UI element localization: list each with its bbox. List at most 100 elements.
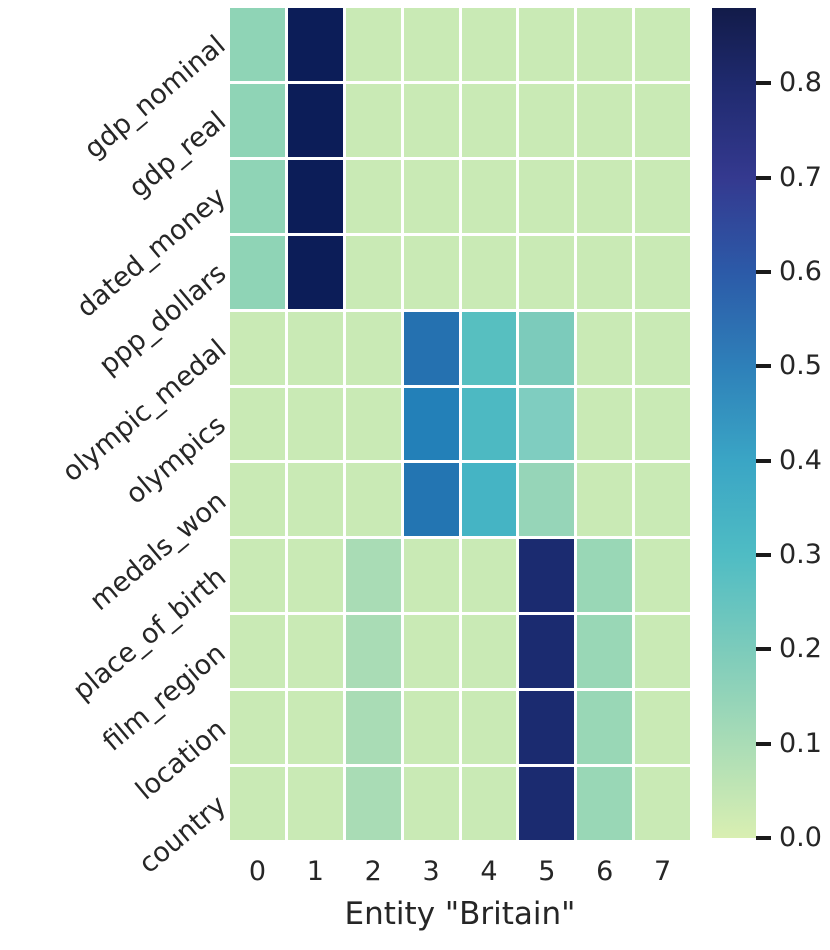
- heatmap-cell: [287, 235, 343, 309]
- heatmap-cell: [345, 235, 401, 309]
- heatmap-cell: [635, 463, 690, 537]
- heatmap-cell: [287, 159, 343, 233]
- heatmap-cell: [230, 615, 285, 689]
- heatmap-cell: [577, 83, 633, 157]
- heatmap-cell: [403, 159, 459, 233]
- colorbar-tick-label: 0.1: [779, 727, 822, 759]
- heatmap-cell: [577, 463, 633, 537]
- heatmap-cell: [461, 8, 517, 81]
- heatmap-cell: [230, 539, 285, 613]
- colorbar-tick-label: 0.7: [779, 161, 822, 193]
- heatmap-cell: [461, 615, 517, 689]
- heatmap-cell: [635, 691, 690, 765]
- heatmap-cell: [577, 691, 633, 765]
- x-tick-label: 7: [653, 856, 672, 887]
- colorbar-tick-mark: [756, 836, 771, 840]
- heatmap-cell: [461, 767, 517, 840]
- heatmap-cell: [635, 83, 690, 157]
- heatmap-cell: [230, 8, 285, 81]
- heatmap-cell: [230, 83, 285, 157]
- heatmap-cell: [519, 311, 575, 385]
- heatmap-cell: [403, 311, 459, 385]
- heatmap-cell: [635, 311, 690, 385]
- heatmap-cell: [403, 539, 459, 613]
- heatmap-cell: [461, 311, 517, 385]
- heatmap-cell: [287, 767, 343, 840]
- heatmap-grid: [230, 8, 690, 840]
- heatmap-cell: [635, 159, 690, 233]
- heatmap-cell: [345, 83, 401, 157]
- heatmap-cell: [287, 311, 343, 385]
- heatmap-cell: [345, 539, 401, 613]
- heatmap-cell: [635, 235, 690, 309]
- heatmap-cell: [577, 8, 633, 81]
- heatmap-cell: [461, 691, 517, 765]
- y-tick-label: dated_money: [71, 181, 232, 324]
- heatmap-cell: [287, 539, 343, 613]
- heatmap-cell: [461, 235, 517, 309]
- colorbar-tick-mark: [756, 81, 771, 86]
- x-tick-label: 6: [596, 856, 614, 887]
- heatmap-cell: [403, 615, 459, 689]
- colorbar-tick-label: 0.3: [779, 538, 822, 570]
- x-tick-label: 0: [248, 856, 267, 887]
- heatmap-cell: [635, 615, 690, 689]
- heatmap-cell: [230, 767, 285, 840]
- heatmap-cell: [577, 767, 633, 840]
- heatmap-cell: [403, 387, 459, 461]
- heatmap-cell: [635, 387, 690, 461]
- colorbar-tick-label: 0.0: [779, 821, 822, 853]
- colorbar-tick-mark: [756, 741, 771, 746]
- heatmap-cell: [345, 387, 401, 461]
- heatmap-cell: [577, 387, 633, 461]
- heatmap-cell: [403, 463, 459, 537]
- heatmap-cell: [577, 539, 633, 613]
- heatmap-cell: [230, 387, 285, 461]
- heatmap-cell: [230, 691, 285, 765]
- heatmap-cell: [519, 83, 575, 157]
- heatmap-cell: [345, 8, 401, 81]
- colorbar-tick-mark: [756, 458, 771, 463]
- heatmap-cell: [230, 463, 285, 537]
- colorbar-tick-mark: [756, 647, 771, 652]
- x-tick-label: 3: [422, 856, 440, 887]
- heatmap-cell: [519, 387, 575, 461]
- heatmap-cell: [403, 691, 459, 765]
- heatmap-cell: [403, 8, 459, 81]
- heatmap-cell: [287, 691, 343, 765]
- heatmap-cell: [345, 159, 401, 233]
- colorbar-tick-label: 0.5: [779, 350, 822, 382]
- heatmap-cell: [635, 539, 690, 613]
- heatmap-cell: [577, 615, 633, 689]
- heatmap-cell: [519, 691, 575, 765]
- heatmap-cell: [287, 83, 343, 157]
- colorbar-tick-label: 0.8: [779, 67, 822, 99]
- colorbar-tick-label: 0.4: [779, 444, 822, 476]
- heatmap-cell: [403, 83, 459, 157]
- x-tick-label: 5: [538, 856, 556, 887]
- heatmap-cell: [577, 159, 633, 233]
- colorbar-tick-label: 0.6: [779, 255, 822, 287]
- heatmap-cell: [519, 615, 575, 689]
- heatmap-cell: [287, 463, 343, 537]
- heatmap-cell: [403, 235, 459, 309]
- heatmap-cell: [345, 615, 401, 689]
- heatmap-cell: [461, 159, 517, 233]
- heatmap-cell: [577, 311, 633, 385]
- heatmap-cell: [461, 387, 517, 461]
- heatmap-cell: [519, 159, 575, 233]
- heatmap-cell: [519, 539, 575, 613]
- heatmap-cell: [345, 463, 401, 537]
- colorbar-tick-mark: [756, 270, 771, 275]
- heatmap-cell: [461, 83, 517, 157]
- heatmap-cell: [635, 8, 690, 81]
- colorbar: [712, 8, 756, 838]
- colorbar-tick-mark: [756, 553, 771, 558]
- heatmap-cell: [345, 311, 401, 385]
- colorbar-tick-label: 0.2: [779, 633, 822, 665]
- heatmap-cell: [519, 463, 575, 537]
- heatmap-cell: [230, 159, 285, 233]
- x-tick-label: 2: [364, 856, 382, 887]
- heatmap-cell: [345, 691, 401, 765]
